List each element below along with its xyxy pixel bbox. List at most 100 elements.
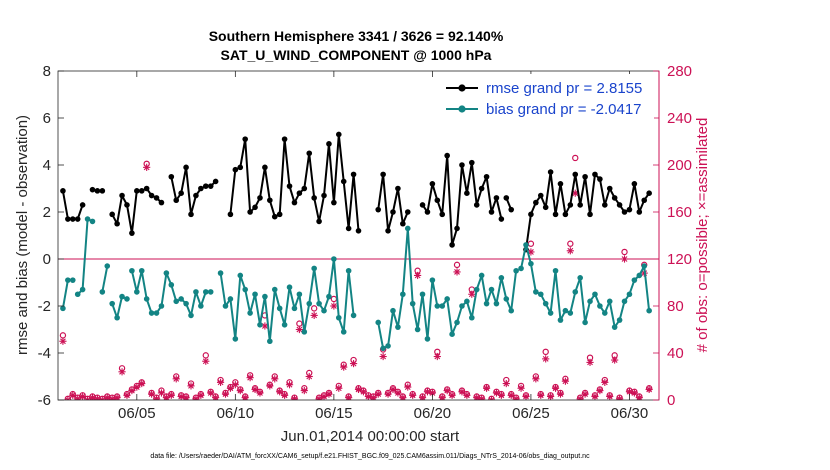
series-point xyxy=(143,296,150,302)
series-point xyxy=(198,303,204,309)
series-point xyxy=(99,188,106,194)
series-point xyxy=(493,300,500,307)
obs-assimilated-marker xyxy=(606,392,614,400)
obs-assimilated-marker xyxy=(256,389,264,397)
series-point xyxy=(469,314,475,321)
series-point xyxy=(454,225,460,232)
obs-assimilated-marker xyxy=(177,392,185,400)
series-point xyxy=(237,164,244,171)
y-right-tick-label: 40 xyxy=(667,345,684,362)
series-point xyxy=(493,195,500,201)
series-point xyxy=(498,216,505,222)
series-point xyxy=(222,303,229,309)
series-point xyxy=(567,310,574,316)
obs-assimilated-marker xyxy=(167,391,175,399)
series-point xyxy=(267,338,273,345)
obs-possible-marker xyxy=(59,332,67,339)
series-point xyxy=(193,192,199,199)
obs-assimilated-marker xyxy=(207,389,215,397)
series-point xyxy=(69,216,76,222)
series-line-segment xyxy=(229,133,360,231)
chart-subtitle: SAT_U_WIND_COMPONENT @ 1000 hPa xyxy=(221,47,492,63)
series-point xyxy=(237,272,244,279)
series-point xyxy=(404,225,411,232)
legend-label-bias: bias grand pr = -2.0417 xyxy=(486,101,642,118)
series-point xyxy=(404,209,411,215)
obs-assimilated-marker xyxy=(295,325,303,334)
x-axis: 06/05 06/10 06/15 06/20 06/25 06/30 xyxy=(118,71,648,422)
series-point xyxy=(109,300,115,307)
obs-assimilated-marker xyxy=(532,375,540,383)
obs-assimilated-marker xyxy=(349,359,358,368)
obs-assimilated-marker xyxy=(251,385,259,394)
series-point xyxy=(138,267,145,274)
chart-title: Southern Hemisphere 3341 / 3626 = 92.140… xyxy=(209,28,504,44)
y-right-tick-label: 120 xyxy=(667,251,692,268)
series-point xyxy=(129,230,135,236)
series-point xyxy=(207,289,214,295)
series-point xyxy=(148,310,155,316)
series-point xyxy=(306,150,313,157)
series-line-segment xyxy=(130,269,211,317)
obs-assimilated-marker xyxy=(423,388,432,396)
obs-assimilated-marker xyxy=(458,388,466,396)
series-point xyxy=(449,331,455,338)
series-point xyxy=(207,183,214,189)
series-point xyxy=(503,296,510,302)
obs-assimilated-marker xyxy=(482,384,491,392)
series-line-segment xyxy=(61,190,73,220)
series-point xyxy=(572,171,579,178)
obs-possible-marker xyxy=(567,240,574,247)
obs-assimilated-marker xyxy=(246,374,254,382)
series-point xyxy=(488,286,495,293)
obs-assimilated-marker xyxy=(147,390,156,398)
series-point xyxy=(301,185,308,192)
obs-assimilated-marker xyxy=(478,395,486,400)
series-point xyxy=(271,213,278,220)
series-point xyxy=(597,176,603,182)
y-tick-label: 8 xyxy=(43,63,51,80)
series-point xyxy=(444,152,450,159)
series-point xyxy=(375,319,382,326)
series-point xyxy=(158,199,165,206)
y-axis-right-label: # of obs: o=possible; ×=assimilated xyxy=(694,118,711,353)
obs-assimilated-marker xyxy=(266,382,274,390)
y-tick-label: 2 xyxy=(43,204,51,221)
series-point xyxy=(542,300,549,307)
obs-assimilated-marker xyxy=(576,395,584,400)
series-point xyxy=(60,305,66,312)
obs-assimilated-marker xyxy=(162,394,170,400)
obs-assimilated-marker xyxy=(182,394,190,400)
obs-assimilated-marker xyxy=(389,385,397,394)
series-point xyxy=(646,307,652,314)
obs-assimilated-marker xyxy=(487,396,496,400)
series-point xyxy=(232,166,239,173)
legend-marker-rmse xyxy=(458,84,466,92)
obs-assimilated-marker xyxy=(128,387,136,395)
series-point xyxy=(340,329,347,335)
series-point xyxy=(587,211,593,218)
series-point xyxy=(286,183,293,189)
obs-possible-marker xyxy=(621,248,628,256)
obs-assimilated-marker xyxy=(384,390,392,398)
obs-assimilated-marker xyxy=(345,394,353,400)
series-point xyxy=(188,211,194,218)
series-point xyxy=(257,322,263,328)
obs-possible-marker xyxy=(576,394,584,400)
series-point xyxy=(247,209,253,215)
series-point xyxy=(597,303,603,309)
series-point xyxy=(562,211,569,218)
obs-assimilated-marker xyxy=(354,385,363,394)
obs-assimilated-marker xyxy=(364,392,372,400)
series-point xyxy=(439,303,446,309)
obs-assimilated-marker xyxy=(547,392,555,400)
series-point xyxy=(380,345,386,352)
series-point xyxy=(375,206,382,213)
obs-assimilated-marker xyxy=(157,389,166,397)
y-tick-label: -2 xyxy=(38,298,51,315)
obs-assimilated-marker xyxy=(281,391,289,399)
series-point xyxy=(173,298,180,305)
series-point xyxy=(537,192,544,199)
series-point xyxy=(547,310,554,316)
obs-assimilated-marker xyxy=(290,395,299,400)
